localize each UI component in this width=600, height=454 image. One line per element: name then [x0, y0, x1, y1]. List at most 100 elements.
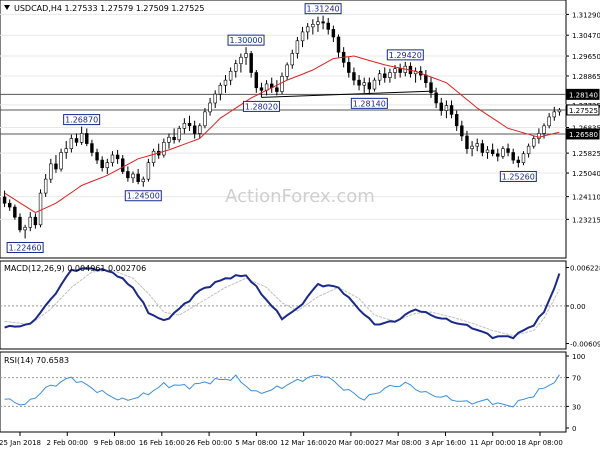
- price-tick-label: 1.30470: [572, 32, 600, 40]
- candle-body: [100, 159, 104, 169]
- candle-body: [162, 142, 166, 156]
- candle-body: [177, 128, 181, 141]
- candle-body: [13, 206, 17, 218]
- candle-body: [213, 93, 217, 104]
- price-gridlines: [0, 13, 566, 220]
- time-tick-label: 26 Feb 00:00: [186, 439, 232, 447]
- time-tick-label: 27 Mar 08:00: [375, 439, 422, 447]
- swing-label: 1.22460: [9, 244, 42, 253]
- candle-body: [239, 56, 243, 64]
- candle-body: [362, 82, 366, 86]
- candle-body: [126, 171, 130, 179]
- swing-label-box: [499, 170, 537, 182]
- candle-body: [187, 122, 192, 127]
- candle-body: [172, 136, 176, 141]
- candle-body: [305, 26, 310, 33]
- candle-body: [223, 79, 228, 86]
- price-panel-frame: [0, 0, 567, 259]
- candle-body: [557, 109, 562, 113]
- candle-body: [121, 158, 125, 172]
- candle-body: [496, 153, 500, 157]
- candle-body: [182, 122, 187, 129]
- candle-body: [115, 154, 120, 160]
- rsi-panel-frame: [0, 351, 567, 433]
- candle-body: [398, 68, 402, 73]
- price-level-tag-label: 1.26580: [569, 131, 598, 139]
- candle-body: [254, 72, 259, 89]
- candle-body: [434, 92, 438, 104]
- swing-label-box: [6, 242, 44, 254]
- rsi-tick-label: 30: [572, 403, 581, 411]
- rsi-tick-label: 100: [572, 353, 585, 361]
- candle-body: [131, 173, 135, 179]
- swing-label-box: [350, 97, 388, 109]
- rsi-tick-label: 0: [572, 425, 576, 433]
- candle-body: [290, 53, 294, 66]
- price-tick-label: 1.24110: [572, 194, 600, 202]
- candle-body: [352, 72, 356, 81]
- candle-body: [460, 125, 464, 137]
- swing-label-box: [227, 34, 265, 46]
- candle-body: [429, 82, 433, 94]
- candle-body: [33, 216, 38, 226]
- price-level-tag: [566, 128, 600, 140]
- candle-body: [321, 21, 325, 24]
- candle-body: [532, 138, 536, 147]
- candle-body: [295, 40, 300, 54]
- candle-body: [336, 36, 341, 53]
- swing-label: 1.26870: [65, 116, 98, 125]
- swing-label: 1.29420: [389, 51, 422, 60]
- candle-body: [475, 143, 479, 147]
- candle-body: [234, 63, 238, 72]
- candle-body: [285, 64, 289, 77]
- swing-label: 1.31240: [307, 5, 340, 14]
- time-tick-label: 25 Jan 2018: [0, 439, 41, 447]
- swing-label-box: [386, 49, 424, 61]
- candle-body: [7, 202, 12, 208]
- candle-body: [449, 105, 454, 115]
- candle-body: [506, 148, 510, 153]
- candle-body: [23, 227, 27, 231]
- candle-body: [28, 216, 32, 228]
- candle-body: [141, 178, 145, 182]
- price-tick-label: 1.25825: [572, 150, 600, 158]
- candle-body: [542, 125, 546, 134]
- swing-label-box: [63, 114, 101, 126]
- candle-body: [2, 196, 7, 204]
- candle-body: [316, 21, 320, 25]
- candle-body: [64, 148, 68, 153]
- macd-panel-frame: [0, 260, 567, 350]
- time-axis: 25 Jan 2018 2 Feb 00:00 9 Feb 08:00 16 Feb …: [0, 432, 563, 447]
- candle-body: [280, 76, 284, 92]
- candle-body: [537, 133, 541, 139]
- candle-body: [311, 24, 315, 28]
- candle-body: [547, 116, 551, 127]
- candle-body: [74, 138, 79, 143]
- candle-body: [136, 173, 140, 182]
- time-tick-label: 9 Feb 08:00: [94, 439, 135, 447]
- moving-average-line: [4, 55, 560, 214]
- candle-body: [388, 72, 392, 78]
- candle-body: [218, 84, 223, 95]
- macd-main-line: [4, 267, 561, 340]
- price-level-tag-label: 1.27525: [569, 107, 598, 115]
- candle-body: [95, 152, 99, 161]
- price-level-tag: [566, 104, 600, 116]
- candle-body: [372, 79, 377, 90]
- price-tick-label: 1.25040: [572, 170, 600, 178]
- candle-body: [465, 135, 469, 149]
- candle-body: [203, 111, 207, 127]
- swing-label-box: [124, 190, 162, 202]
- swing-label: 1.30000: [229, 36, 262, 45]
- macd-y-axis: 0.006228 0.00 -0.006099: [566, 265, 600, 349]
- candle-body: [110, 154, 115, 163]
- candle-body: [490, 149, 495, 155]
- time-tick-label: 11 Apr 00:00: [470, 439, 516, 447]
- rsi-line: [4, 374, 560, 408]
- candle-body: [43, 178, 48, 194]
- candle-body: [347, 62, 351, 73]
- candle-body: [105, 162, 110, 169]
- candle-body: [167, 136, 171, 143]
- swing-label: 1.28020: [245, 102, 278, 111]
